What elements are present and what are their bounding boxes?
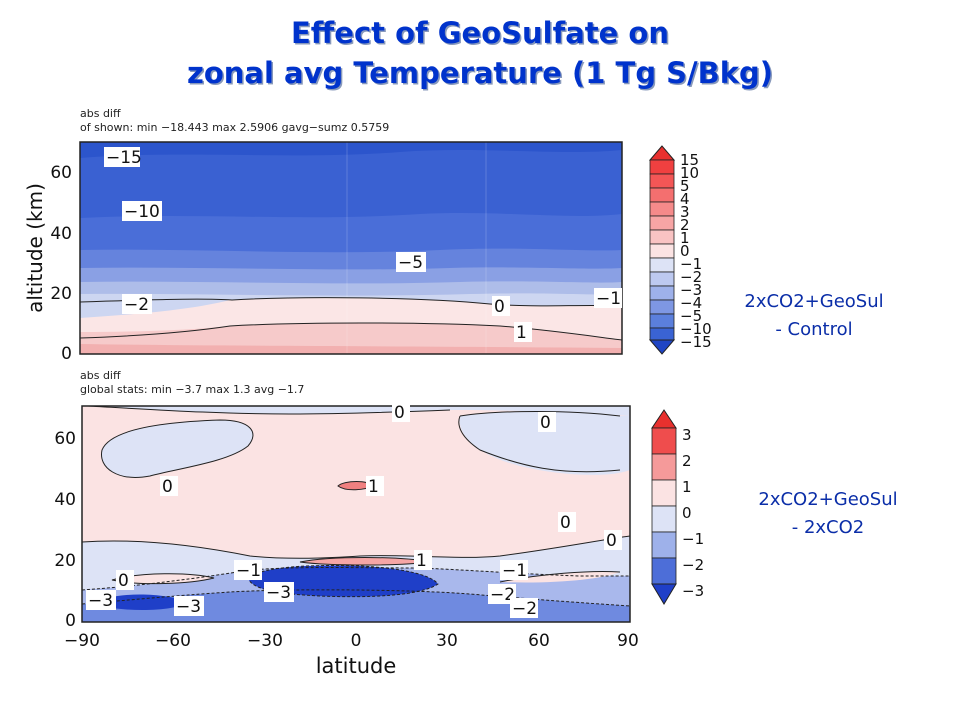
bottom-label-1-b: 1	[416, 551, 427, 571]
bottom-contour-labels: 0 0 0 1 0 0 −1 1 0 −1 −3 −3 −3 −2 −2	[86, 402, 622, 619]
bottom-side-label-line-2: - 2xCO2	[791, 517, 865, 538]
bottom-header-2: global stats: min −3.7 max 1.3 avg −1.7	[80, 383, 304, 396]
top-cbar-m4: −4	[680, 294, 702, 312]
bottom-label-0-c: 0	[162, 477, 173, 497]
bottom-label-0-b: 0	[540, 413, 551, 433]
bottom-band-top-strip	[88, 406, 630, 416]
top-ytick-20: 20	[50, 284, 72, 304]
top-label-1: 1	[516, 323, 527, 343]
bottom-cbar-m1: −1	[682, 530, 704, 548]
top-label-m10: −10	[124, 202, 160, 222]
bottom-colorbar	[651, 409, 677, 605]
bottom-band-1-to-2-long	[300, 557, 430, 565]
bottom-x-ticks: −90 −60 −30 0 30 60 90	[64, 631, 639, 651]
top-side-label-line-1: 2xCO2+GeoSul	[744, 291, 884, 312]
bottom-cbar-0: 0	[682, 504, 692, 522]
bottom-side-label-line-1: 2xCO2+GeoSul	[758, 489, 898, 510]
bottom-contour-field	[82, 406, 630, 622]
top-cbar-m2: −2	[680, 268, 702, 286]
top-contour-field	[80, 142, 622, 354]
bottom-label-m3-c: −3	[176, 597, 201, 617]
xtick-m90: −90	[64, 631, 100, 651]
bottom-band-south-cell	[101, 420, 253, 478]
top-header-2: of shown: min −18.443 max 2.5906 gavg−su…	[80, 121, 389, 134]
bottom-band-0-sliver	[500, 571, 620, 583]
top-cbar-2: 2	[680, 216, 690, 234]
top-plot-frame	[79, 141, 623, 355]
bottom-ytick-40: 40	[54, 490, 76, 510]
top-contour-labels: −15 −10 −5 −2 0 1 −1	[104, 147, 622, 343]
top-cbar-15: 15	[680, 151, 699, 169]
top-cbar-1: 1	[680, 229, 690, 247]
top-colorbar-labels: 15 10 5 4 3 2 1 0 −1 −2 −3 −4 −5 −10 −15	[680, 151, 712, 351]
bottom-label-m2-b: −2	[512, 599, 537, 619]
xtick-m30: −30	[247, 631, 283, 651]
top-cbar-10: 10	[680, 164, 699, 182]
top-cbar-4: 4	[680, 190, 690, 208]
bottom-ytick-60: 60	[54, 429, 76, 449]
xtick-m60: −60	[155, 631, 191, 651]
top-cbar-m1: −1	[680, 255, 702, 273]
top-contour-1	[80, 322, 622, 341]
bottom-cbar-m3: −3	[682, 582, 704, 600]
bottom-side-label: 2xCO2+GeoSul - 2xCO2	[738, 486, 918, 542]
title-line-2: zonal avg Temperature (1 Tg S/Bkg)	[186, 56, 774, 90]
bottom-band-lt-m3-center	[248, 565, 438, 597]
top-label-m15: −15	[106, 148, 142, 168]
top-y-ticks: 0 20 40 60	[50, 163, 72, 364]
top-cbar-m10: −10	[680, 320, 712, 338]
top-header-1: abs diff	[80, 107, 121, 120]
bottom-colorbar-labels: 3 2 1 0 −1 −2 −3	[682, 426, 704, 600]
bottom-label-m2-a: −2	[490, 585, 515, 605]
bottom-cbar-2: 2	[682, 452, 692, 470]
bottom-plot-frame	[81, 405, 631, 623]
top-label-m2: −2	[124, 295, 149, 315]
top-cbar-m3: −3	[680, 281, 702, 299]
xtick-90: 90	[617, 631, 639, 651]
bottom-band-1-to-2-small	[338, 481, 372, 490]
top-ytick-40: 40	[50, 224, 72, 244]
bottom-ytick-0: 0	[65, 611, 76, 631]
bottom-label-m3-a: −3	[266, 583, 291, 603]
bottom-band-north-cell	[459, 411, 630, 475]
top-cbar-0: 0	[680, 242, 690, 260]
bottom-cbar-3: 3	[682, 426, 692, 444]
bottom-label-0-a: 0	[394, 403, 405, 423]
top-cbar-3: 3	[680, 203, 690, 221]
top-cbar-5: 5	[680, 177, 690, 195]
bottom-label-0-d: 0	[560, 513, 571, 533]
top-contour-0	[80, 297, 622, 307]
bottom-label-0-f: 0	[118, 571, 129, 591]
xlabel: latitude	[316, 654, 397, 678]
top-cbar-m15: −15	[680, 333, 712, 351]
top-side-label: 2xCO2+GeoSul - Control	[724, 288, 904, 344]
xtick-0: 0	[351, 631, 362, 651]
xtick-30: 30	[436, 631, 458, 651]
bottom-y-ticks: 0 20 40 60	[54, 429, 76, 631]
bottom-band-lt-m3-south	[108, 594, 186, 610]
top-colorbar	[648, 145, 676, 355]
bottom-cbar-1: 1	[682, 478, 692, 496]
bottom-header-1: abs diff	[80, 369, 121, 382]
bottom-label-m3-b: −3	[88, 591, 113, 611]
top-label-m5: −5	[398, 253, 423, 273]
top-ylabel: altitude (km)	[23, 183, 47, 313]
top-label-m1: −1	[596, 289, 621, 309]
bottom-label-0-e: 0	[606, 531, 617, 551]
top-ytick-60: 60	[50, 163, 72, 183]
bottom-label-1-a: 1	[368, 477, 379, 497]
bottom-band-0-sliver-south	[112, 573, 214, 584]
top-side-label-line-2: - Control	[775, 319, 853, 340]
top-ytick-0: 0	[61, 344, 72, 364]
bottom-label-m1-b: −1	[502, 561, 527, 581]
top-band-2	[80, 344, 622, 354]
xtick-60: 60	[528, 631, 550, 651]
bottom-label-m1-a: −1	[236, 561, 261, 581]
top-cbar-m5: −5	[680, 307, 702, 325]
bottom-ytick-20: 20	[54, 551, 76, 571]
title-line-1: Effect of GeoSulfate on	[290, 16, 669, 50]
bottom-cbar-m2: −2	[682, 556, 704, 574]
top-label-0: 0	[494, 297, 505, 317]
